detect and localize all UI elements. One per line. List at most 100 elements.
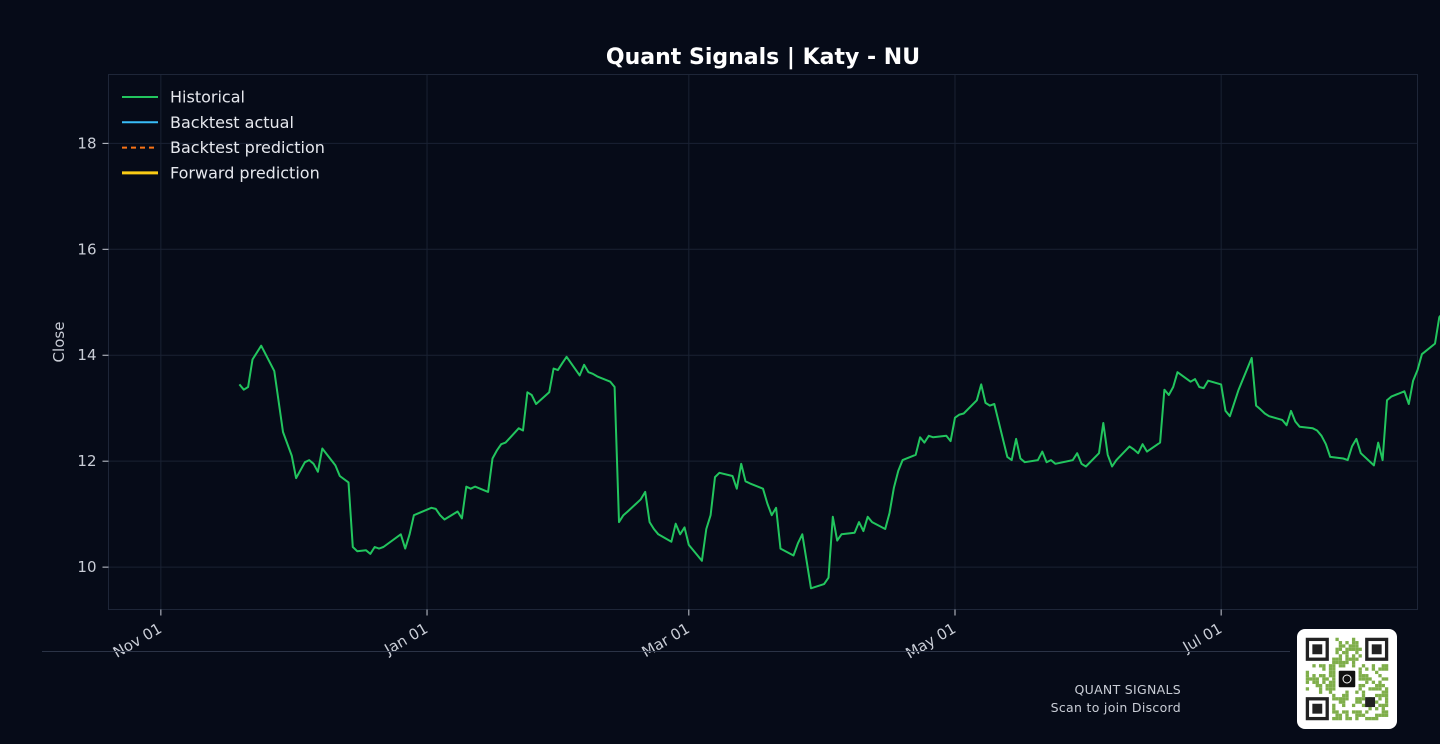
qr-module	[1355, 713, 1359, 717]
qr-module	[1332, 687, 1336, 691]
qr-module	[1345, 654, 1349, 658]
qr-module	[1305, 687, 1310, 691]
qr-module	[1332, 697, 1336, 701]
qr-module	[1328, 667, 1333, 671]
qr-module	[1342, 664, 1346, 668]
qr-module	[1345, 693, 1349, 698]
qr-module	[1361, 703, 1366, 708]
qr-module	[1328, 690, 1333, 694]
qr-module	[1315, 683, 1319, 688]
qr-module	[1358, 697, 1362, 701]
y-tick-label: 12	[77, 452, 96, 470]
qr-module	[1332, 693, 1336, 698]
qr-module	[1384, 713, 1389, 717]
qr-module	[1381, 664, 1385, 668]
qr-module	[1328, 687, 1333, 691]
qr-module	[1381, 683, 1385, 688]
qr-module	[1328, 674, 1333, 678]
qr-module	[1358, 670, 1362, 675]
qr-module	[1318, 664, 1323, 668]
qr-module	[1375, 716, 1379, 721]
qr-module	[1332, 664, 1336, 668]
qr-module	[1355, 716, 1359, 721]
y-axis-label: Close	[50, 322, 68, 363]
qr-module	[1381, 710, 1385, 714]
qr-module	[1345, 697, 1349, 701]
qr-module	[1338, 647, 1343, 651]
qr-module	[1381, 667, 1385, 671]
qr-module	[1318, 683, 1323, 688]
qr-module	[1378, 674, 1382, 678]
footer-caption: Scan to join Discord	[1050, 700, 1181, 715]
qr-module	[1378, 687, 1382, 691]
qr-module	[1381, 690, 1385, 694]
qr-module	[1351, 641, 1356, 645]
qr-module	[1355, 697, 1359, 701]
qr-module	[1345, 641, 1349, 645]
qr-module	[1358, 677, 1362, 681]
legend-label: Historical	[170, 88, 245, 107]
qr-module	[1351, 637, 1356, 642]
qr-module	[1358, 700, 1362, 704]
qr-module	[1358, 710, 1362, 714]
chart-title: Quant Signals | Katy - NU	[606, 45, 920, 70]
qr-module	[1338, 700, 1343, 704]
qr-module	[1338, 660, 1343, 665]
qr-module	[1351, 710, 1356, 714]
qr-module	[1332, 677, 1336, 681]
qr-module	[1338, 713, 1343, 717]
qr-module	[1384, 710, 1389, 714]
qr-module	[1358, 674, 1362, 678]
legend-label: Backtest actual	[170, 113, 294, 132]
qr-module	[1338, 644, 1343, 648]
qr-module	[1335, 650, 1339, 655]
qr-module	[1368, 677, 1372, 681]
qr-module	[1322, 664, 1326, 668]
legend-label: Backtest prediction	[170, 138, 325, 157]
qr-module	[1332, 680, 1336, 684]
qr-module	[1332, 716, 1336, 721]
qr-module	[1335, 713, 1339, 717]
qr-module	[1355, 657, 1359, 661]
qr-module	[1328, 664, 1333, 668]
qr-module	[1322, 667, 1326, 671]
qr-module	[1342, 693, 1346, 698]
qr-module	[1365, 680, 1369, 684]
qr-module	[1355, 644, 1359, 648]
qr-module	[1375, 670, 1379, 675]
qr-module	[1371, 687, 1376, 691]
qr-module	[1361, 683, 1366, 688]
qr-module	[1358, 687, 1362, 691]
qr-module	[1345, 713, 1349, 717]
qr-module	[1381, 713, 1385, 717]
qr-module	[1348, 644, 1352, 648]
qr-module	[1345, 647, 1349, 651]
qr-module	[1338, 657, 1343, 661]
qr-module	[1332, 667, 1336, 671]
qr-module	[1342, 644, 1346, 648]
qr-module	[1368, 716, 1372, 721]
qr-module	[1351, 660, 1356, 665]
qr-module	[1378, 693, 1382, 698]
qr-module	[1348, 647, 1352, 651]
x-tick-label: May 01	[902, 619, 959, 662]
series-layer	[238, 314, 1440, 590]
qr-module	[1375, 683, 1379, 688]
qr-module	[1325, 677, 1329, 681]
y-tick-label: 14	[77, 346, 96, 364]
series-line-historical	[238, 314, 1440, 590]
qr-module	[1355, 641, 1359, 645]
qr-module	[1332, 710, 1336, 714]
qr-code-icon[interactable]	[1297, 629, 1397, 729]
qr-logo	[1338, 670, 1356, 688]
qr-module	[1375, 713, 1379, 717]
qr-module	[1335, 697, 1339, 701]
qr-module	[1328, 683, 1333, 688]
qr-module	[1351, 703, 1356, 708]
qr-module	[1345, 657, 1349, 661]
x-tick-label: Mar 01	[639, 619, 693, 661]
y-tick-label: 16	[77, 240, 96, 258]
legend: Historical Backtest actual Backtest predic…	[122, 88, 325, 182]
qr-module	[1335, 657, 1339, 661]
